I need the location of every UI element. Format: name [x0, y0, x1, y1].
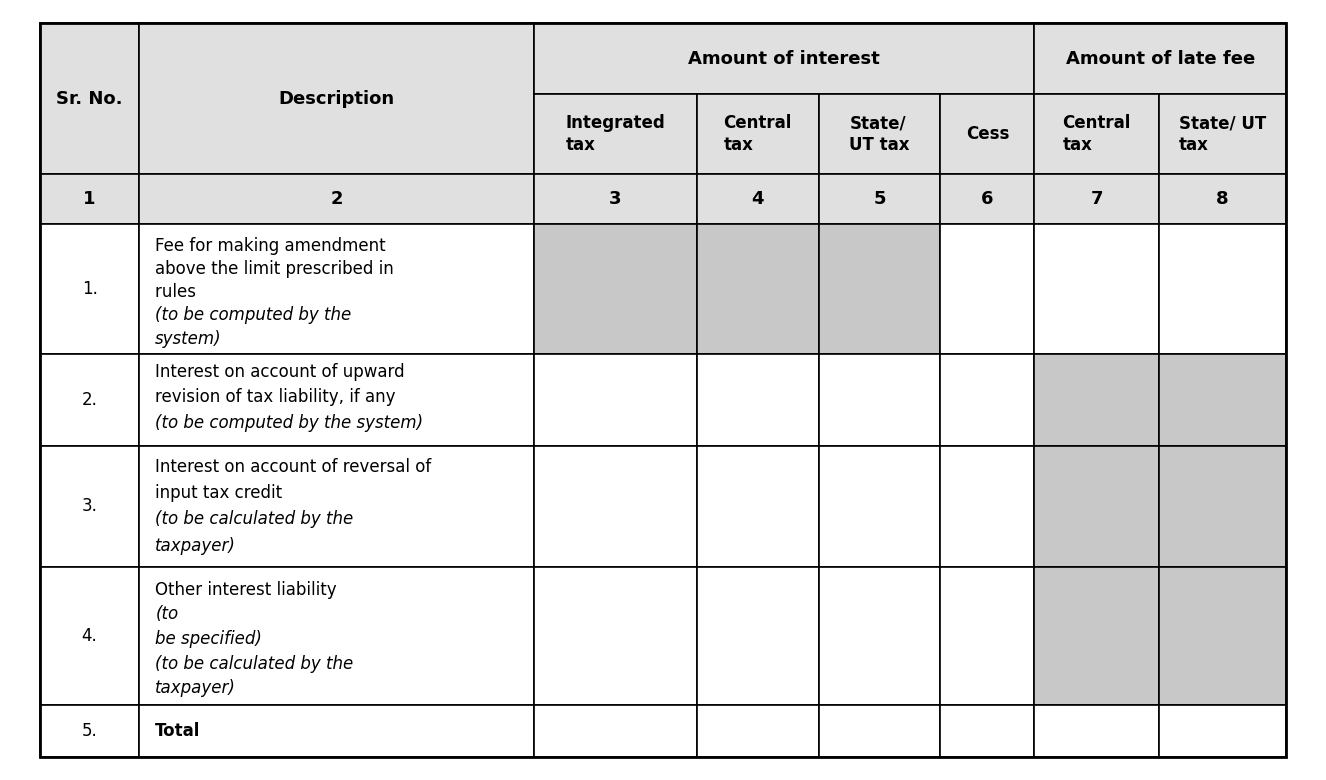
Bar [940, 353, 1034, 445]
Text: (to be calculated by the: (to be calculated by the [155, 654, 354, 672]
Text: State/ UT
tax: State/ UT tax [1179, 114, 1266, 154]
Text: rules: rules [155, 283, 202, 301]
Text: 5: 5 [874, 190, 886, 208]
Bar [533, 445, 697, 567]
Bar [697, 567, 818, 705]
Bar [1034, 705, 1159, 757]
Text: Central
tax: Central tax [724, 114, 792, 154]
Bar [697, 353, 818, 445]
Bar [40, 567, 139, 705]
Bar [1034, 174, 1159, 224]
Bar [139, 224, 533, 353]
Text: 3: 3 [609, 190, 622, 208]
Bar [1034, 23, 1286, 94]
Text: Interest on account of reversal of: Interest on account of reversal of [155, 458, 431, 476]
Text: above the limit prescribed in: above the limit prescribed in [155, 261, 394, 278]
Text: 7: 7 [1090, 190, 1103, 208]
Text: 2: 2 [330, 190, 342, 208]
Bar [940, 224, 1034, 353]
Bar [940, 445, 1034, 567]
Text: input tax credit: input tax credit [155, 484, 282, 502]
Bar [1159, 445, 1286, 567]
Text: 8: 8 [1216, 190, 1229, 208]
Bar [818, 567, 940, 705]
Bar [1159, 705, 1286, 757]
Bar [697, 174, 818, 224]
Text: (to be computed by the: (to be computed by the [155, 307, 351, 324]
Bar [1034, 353, 1159, 445]
Bar [40, 224, 139, 353]
Text: taxpayer): taxpayer) [155, 679, 236, 697]
Text: Integrated
tax: Integrated tax [565, 114, 666, 154]
Bar [818, 705, 940, 757]
Bar [533, 94, 697, 174]
Bar [697, 94, 818, 174]
Text: Sr. No.: Sr. No. [56, 90, 123, 108]
Bar [139, 353, 533, 445]
Bar [940, 567, 1034, 705]
Bar [818, 174, 940, 224]
Bar [533, 567, 697, 705]
Text: (to: (to [155, 605, 179, 623]
Bar [1034, 567, 1159, 705]
Bar [40, 353, 139, 445]
Text: (to be computed by the system): (to be computed by the system) [155, 414, 423, 432]
Text: Fee for making amendment: Fee for making amendment [155, 237, 386, 255]
Bar [940, 174, 1034, 224]
Text: system): system) [155, 330, 221, 348]
Text: 2.: 2. [82, 391, 98, 409]
Text: Total: Total [155, 722, 200, 739]
Bar [1159, 353, 1286, 445]
Bar [940, 94, 1034, 174]
Text: Interest on account of upward: Interest on account of upward [155, 363, 404, 381]
Bar [818, 224, 940, 353]
Bar [1034, 224, 1159, 353]
Text: (to be calculated by the: (to be calculated by the [155, 510, 354, 528]
Bar [1159, 224, 1286, 353]
Text: 1: 1 [84, 190, 95, 208]
Bar [818, 94, 940, 174]
Text: 3.: 3. [82, 497, 98, 516]
Bar [533, 174, 697, 224]
Text: 6: 6 [981, 190, 993, 208]
Bar [139, 174, 533, 224]
Bar [40, 23, 139, 174]
Bar [1159, 174, 1286, 224]
Bar [697, 445, 818, 567]
Text: taxpayer): taxpayer) [155, 537, 236, 555]
Bar [40, 705, 139, 757]
Bar [818, 445, 940, 567]
Bar [139, 445, 533, 567]
Text: Cess: Cess [965, 125, 1009, 144]
Bar [940, 705, 1034, 757]
Bar [1159, 567, 1286, 705]
Text: Amount of late fee: Amount of late fee [1066, 50, 1254, 68]
Bar [533, 224, 697, 353]
Bar [533, 353, 697, 445]
Text: 4: 4 [752, 190, 764, 208]
Text: 4.: 4. [82, 627, 97, 645]
Text: Other interest liability: Other interest liability [155, 580, 342, 598]
Text: State/
UT tax: State/ UT tax [849, 114, 910, 154]
Text: Central
tax: Central tax [1062, 114, 1131, 154]
Bar [40, 174, 139, 224]
Bar [697, 705, 818, 757]
Bar [139, 705, 533, 757]
Text: be specified): be specified) [155, 630, 263, 648]
Bar [1034, 94, 1159, 174]
Bar [139, 567, 533, 705]
Text: Amount of interest: Amount of interest [688, 50, 880, 68]
Bar [1159, 94, 1286, 174]
Bar [1034, 445, 1159, 567]
Text: 1.: 1. [82, 280, 98, 298]
Bar [533, 705, 697, 757]
Bar [533, 23, 1034, 94]
Text: 5.: 5. [82, 722, 97, 739]
Bar [697, 224, 818, 353]
Text: Description: Description [278, 90, 395, 108]
Bar [139, 23, 533, 174]
Text: revision of tax liability, if any: revision of tax liability, if any [155, 388, 395, 406]
Bar [40, 445, 139, 567]
Bar [818, 353, 940, 445]
